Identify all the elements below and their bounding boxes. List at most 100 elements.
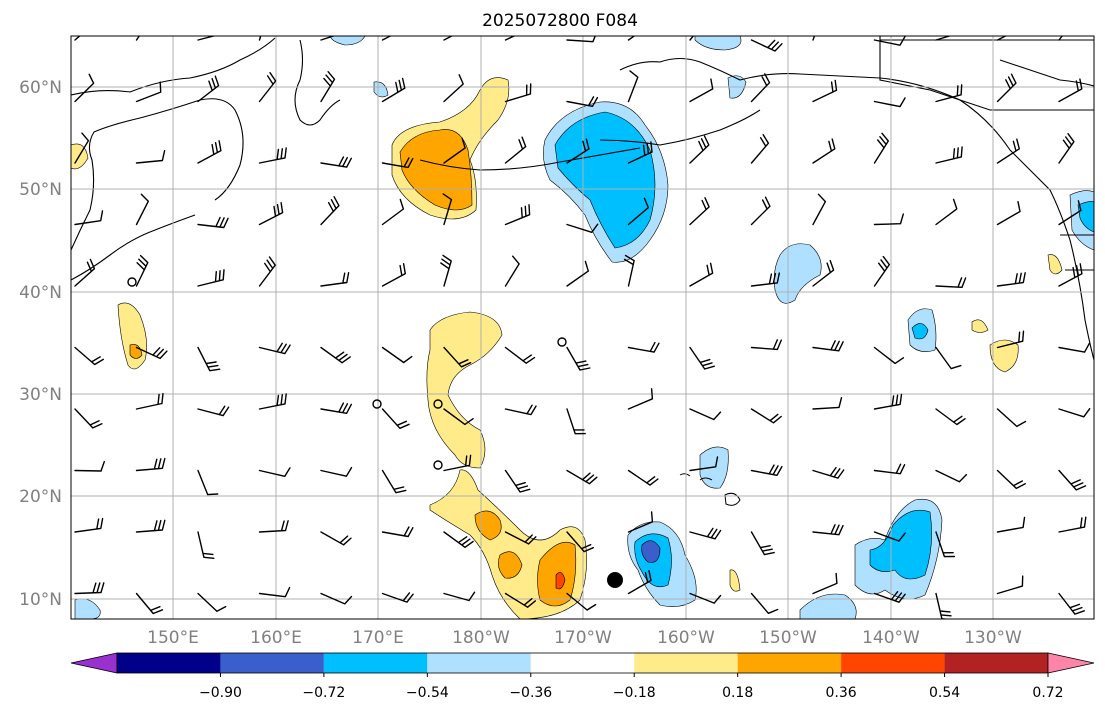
- colorbar-extend-high: [1047, 652, 1095, 674]
- wind-barb: [135, 519, 166, 533]
- wind-barb: [74, 210, 104, 226]
- wind-barb: [873, 97, 906, 108]
- lat-label: 20°N: [19, 487, 62, 507]
- wind-barb: [566, 96, 599, 107]
- anomaly-shading: [71, 36, 1094, 619]
- wind-barb: [320, 402, 352, 414]
- colorbar-tick-label: 0.18: [722, 685, 753, 701]
- wind-barb: [689, 456, 719, 472]
- colorbar-cell: [117, 653, 221, 673]
- wind-barb: [197, 405, 230, 417]
- wind-barb: [440, 254, 452, 287]
- wind-barb: [197, 346, 221, 372]
- wind-barb: [935, 84, 963, 103]
- wind-barb: [442, 193, 453, 226]
- lon-labels: 150°E 160°E 170°E 180°W 170°W 160°W 150°…: [147, 628, 1022, 648]
- wind-barb: [935, 198, 958, 226]
- colorbar-cell: [737, 653, 842, 673]
- wind-barb: [750, 408, 782, 424]
- coastlines: [71, 36, 1094, 361]
- wind-barb: [812, 193, 827, 226]
- wind-barb: [873, 393, 903, 410]
- wind-barb: [812, 138, 836, 164]
- wind-barb: [689, 78, 714, 103]
- wind-barb: [381, 198, 405, 226]
- wind-barb: [1058, 516, 1087, 533]
- wind-barb: [443, 36, 454, 41]
- wind-barb: [258, 36, 262, 41]
- wind-barb: [812, 79, 838, 103]
- wind-barb: [443, 531, 474, 548]
- wind-barb: [873, 463, 906, 475]
- colorbar-cell: [323, 653, 428, 673]
- wind-barb: [1058, 263, 1083, 287]
- map-title: 2025072800 F084: [482, 11, 638, 31]
- wind-barb: [627, 388, 654, 410]
- wind-barb: [1058, 342, 1091, 353]
- wind-barb: [566, 592, 597, 611]
- wind-barb: [74, 460, 105, 472]
- wind-barb: [935, 531, 956, 558]
- wind-barb: [74, 73, 95, 103]
- wind-barb: [443, 346, 472, 368]
- wind-barb: [996, 330, 1025, 349]
- wind-barb: [689, 135, 710, 164]
- wind-barb: [320, 36, 336, 41]
- lat-label: 10°N: [19, 590, 62, 610]
- wind-barb: [873, 591, 906, 603]
- wind-barb: [812, 36, 816, 41]
- wind-barb: [504, 346, 536, 364]
- wind-barb: [135, 254, 149, 287]
- wind-barb: [689, 197, 710, 226]
- wind-barb: [197, 592, 227, 612]
- wind-barb: [443, 454, 472, 472]
- wind-barb: [135, 150, 166, 164]
- wind-barb: [750, 531, 775, 556]
- wind-barb: [996, 516, 1026, 533]
- lon-label: 180°W: [452, 628, 510, 648]
- wind-barb: [504, 204, 531, 226]
- map-frame: [70, 35, 1095, 620]
- wind-barb: [750, 134, 770, 164]
- lon-label: 150°W: [759, 628, 817, 648]
- wind-barb: [197, 36, 217, 41]
- wind-barb: [320, 71, 336, 103]
- wind-barb: [627, 70, 639, 103]
- wind-barb: [135, 81, 162, 103]
- wind-barb: [74, 346, 104, 366]
- wind-barb: [873, 213, 904, 226]
- colorbar-extend-low: [70, 652, 118, 674]
- wind-barb: [750, 196, 771, 226]
- lon-label: 160°W: [657, 628, 715, 648]
- wind-barb: [381, 526, 414, 538]
- wind-barb: [627, 36, 636, 41]
- wind-barb: [258, 467, 291, 477]
- wind-barb: [74, 582, 105, 595]
- wind-barb: [74, 258, 96, 287]
- wind-barb: [1058, 469, 1087, 491]
- wind-barb: [320, 272, 350, 287]
- wind-barb: [197, 269, 225, 287]
- wind-barb: [74, 132, 90, 164]
- wind-barb: [627, 141, 653, 164]
- wind-barb: [812, 524, 844, 536]
- wind-barb: [504, 83, 532, 103]
- wind-barb: [320, 196, 340, 226]
- wind-barb: [504, 255, 520, 287]
- wind-barb: [443, 591, 476, 602]
- wind-barb: [258, 586, 291, 598]
- hawaii-islands: [679, 473, 741, 506]
- wind-barb: [258, 256, 276, 287]
- wind-barb: [873, 531, 906, 542]
- wind-barb: [996, 408, 1027, 428]
- wind-barb: [935, 592, 952, 619]
- wind-barb: [627, 197, 649, 226]
- colorbar-tick-label: −0.54: [406, 685, 449, 701]
- wind-barb: [135, 457, 166, 472]
- wind-barb: [750, 339, 782, 351]
- colorbar-tick-label: 0.72: [1032, 685, 1063, 701]
- wind-barb: [812, 466, 845, 479]
- wind-barb: [873, 36, 906, 46]
- wind-barb: [1058, 408, 1091, 418]
